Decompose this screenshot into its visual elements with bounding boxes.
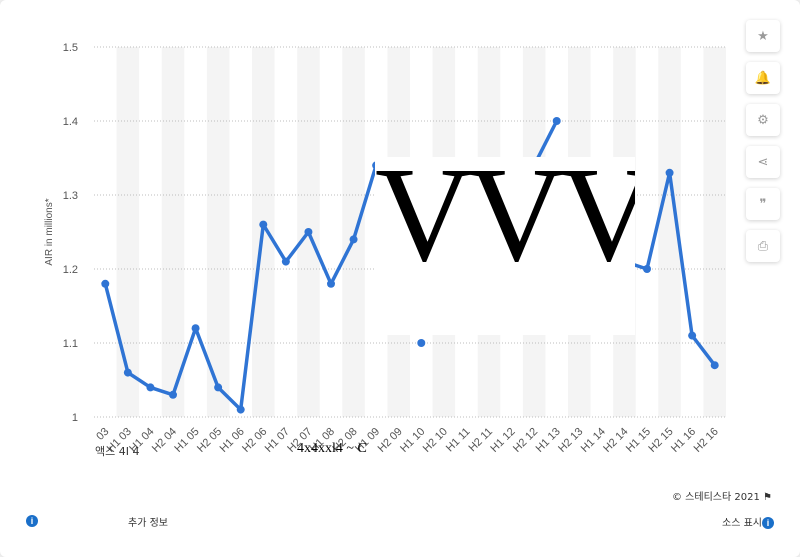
x-tick-label: H2 10	[421, 426, 450, 455]
data-point	[214, 383, 223, 392]
data-point	[191, 324, 200, 333]
column-band	[206, 47, 230, 417]
info-icon[interactable]: i	[26, 515, 38, 527]
column-band	[342, 47, 365, 417]
x-tick-label: H1 12	[488, 426, 517, 455]
y-tick-label: 1.2	[63, 264, 78, 276]
x-tick-label: H2 16	[692, 426, 721, 455]
x-tick-label: H1 06	[218, 426, 247, 455]
x-tick-label: H2 09	[376, 426, 405, 455]
data-point	[236, 405, 245, 414]
x-tick-label: H1 07	[263, 426, 292, 455]
x-tick-label: H1 05	[172, 426, 201, 455]
star-icon: ★	[757, 28, 769, 44]
data-point	[688, 331, 697, 340]
data-point	[552, 117, 561, 125]
show-source-link[interactable]: 소스 표시 i	[722, 514, 774, 529]
data-point	[665, 168, 674, 177]
white-overlay-box	[375, 157, 635, 335]
y-axis-label: AIR in millions*	[44, 198, 55, 265]
more-info-link[interactable]: 추가 정보	[128, 518, 168, 529]
y-tick-label: 1.1	[63, 338, 78, 350]
x-tick-label: H2 13	[556, 426, 585, 455]
x-tick-label: H2 12	[511, 426, 540, 455]
flag-icon: ⚑	[763, 492, 772, 503]
notification-bell-button[interactable]: 🔔	[746, 62, 780, 94]
y-tick-label: 1	[72, 412, 78, 424]
data-point	[169, 390, 177, 399]
copyright-label: © 스테티스타 2021	[672, 492, 760, 503]
column-band	[116, 47, 140, 417]
data-point	[349, 235, 358, 244]
data-point	[710, 361, 719, 370]
y-tick-label: 1.5	[63, 42, 78, 54]
x-tick-label: H1 13	[534, 426, 563, 455]
data-point	[327, 279, 335, 288]
share-icon: ⋖	[757, 154, 769, 170]
favorite-star-button[interactable]: ★	[746, 20, 780, 52]
column-band	[161, 47, 185, 417]
garbled-label-1: 액스 4I 4	[95, 445, 140, 458]
settings-button[interactable]: ⚙	[746, 104, 780, 136]
x-tick-label: H2 06	[240, 426, 269, 455]
data-point	[259, 220, 268, 229]
data-point	[417, 339, 426, 347]
data-point	[304, 228, 313, 236]
x-tick-label: 03	[94, 426, 111, 443]
share-button[interactable]: ⋖	[746, 146, 780, 178]
overlay-watermark-text: VVV	[375, 140, 635, 290]
y-tick-label: 1.4	[63, 116, 78, 128]
x-tick-label: H1 11	[444, 426, 473, 455]
show-source-label: 소스 표시	[722, 518, 762, 529]
cite-button[interactable]: ❞	[746, 188, 780, 220]
column-band	[703, 47, 726, 417]
chart-toolbar: ★ 🔔 ⚙ ⋖ ❞ ⎙	[746, 20, 782, 272]
series-line-segment	[103, 164, 378, 412]
x-tick-label: H2 05	[195, 426, 224, 455]
data-point	[643, 265, 651, 273]
gear-icon: ⚙	[757, 112, 769, 128]
column-band	[658, 47, 681, 417]
source-info-icon: i	[761, 517, 774, 529]
x-tick-label: H2 15	[646, 426, 675, 455]
y-axis-ticks: 1 1.1 1.2 1.3 1.4 1.5	[63, 42, 78, 424]
x-tick-label: H1 10	[398, 426, 427, 455]
x-tick-label: H1 14	[579, 426, 608, 455]
data-point	[281, 257, 290, 266]
x-tick-label: H1 15	[624, 426, 653, 455]
data-point	[101, 279, 110, 288]
bell-icon: 🔔	[754, 70, 772, 86]
x-tick-label: H2 14	[601, 426, 630, 455]
x-tick-label: H1 16	[669, 426, 698, 455]
copyright-text: © 스테티스타 2021 ⚑	[672, 488, 772, 503]
y-tick-label: 1.3	[63, 190, 78, 202]
x-tick-label: H2 04	[150, 426, 179, 455]
data-point	[123, 368, 132, 377]
print-button[interactable]: ⎙	[746, 230, 780, 262]
garbled-label-2: 4x4xxl4 ~ C	[297, 441, 367, 456]
data-point	[146, 383, 155, 392]
print-icon: ⎙	[757, 238, 769, 254]
quote-icon: ❞	[759, 196, 767, 212]
